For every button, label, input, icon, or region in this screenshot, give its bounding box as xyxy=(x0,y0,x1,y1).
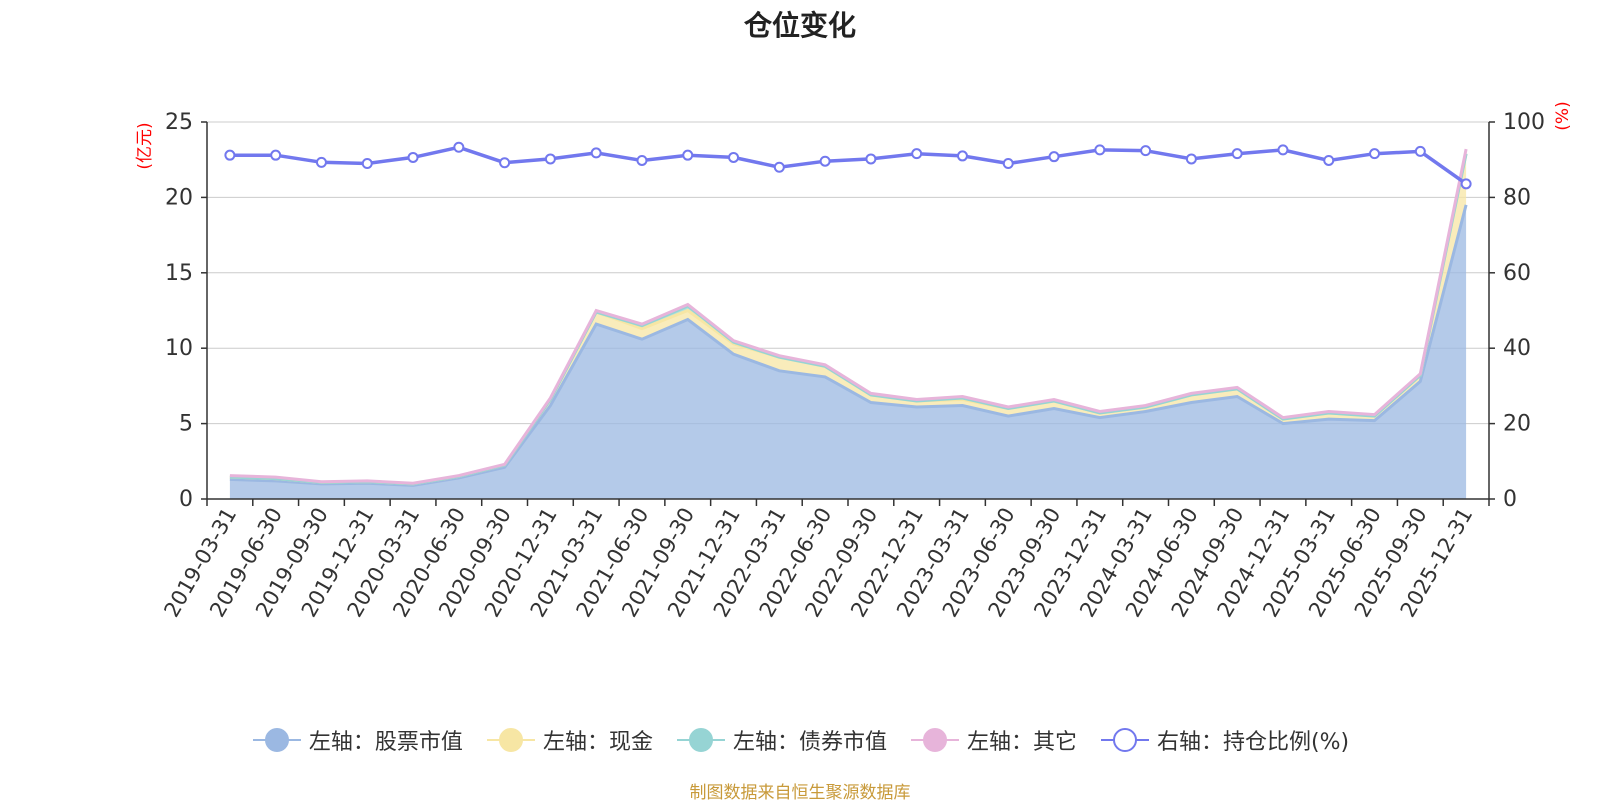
ratio-point xyxy=(1002,157,1014,169)
ratio-point xyxy=(636,154,648,166)
ratio-point xyxy=(590,147,602,159)
ratio-point xyxy=(1323,154,1335,166)
ratio-point xyxy=(1185,153,1197,165)
line-other xyxy=(229,148,1468,485)
left-tick-label: 10 xyxy=(165,336,193,361)
ratio-point xyxy=(728,151,740,163)
chart-plot: 0510152025020406080100(亿元)(%)2019-03-312… xyxy=(135,101,1573,621)
source-note: 制图数据来自恒生聚源数据库 xyxy=(689,783,911,803)
ratio-point xyxy=(224,149,236,161)
legend-item-stock[interactable]: 左轴：股票市值 xyxy=(251,724,463,756)
ratio-point xyxy=(453,141,465,153)
ratio-point xyxy=(1369,148,1381,160)
ratio-point xyxy=(1048,151,1060,163)
right-tick-label: 40 xyxy=(1503,336,1531,361)
ratio-point xyxy=(1094,144,1106,156)
chart-title: 仓位变化 xyxy=(743,9,856,42)
legend-item-other[interactable]: 左轴：其它 xyxy=(909,724,1077,756)
legend-symbol-stock xyxy=(252,728,301,752)
ratio-point xyxy=(499,157,511,169)
ratio-point xyxy=(865,153,877,165)
legend-symbol-ratio xyxy=(1100,728,1149,752)
left-tick-label: 25 xyxy=(165,110,193,135)
ratio-point xyxy=(315,156,327,168)
legend-symbol-bond xyxy=(676,728,725,752)
legend-symbol-cash xyxy=(486,728,535,752)
left-tick-label: 15 xyxy=(165,261,193,286)
left-tick-label: 0 xyxy=(179,487,193,512)
legend-label: 左轴：股票市值 xyxy=(308,730,463,755)
left-axis-unit: (亿元) xyxy=(135,122,155,169)
right-tick-label: 0 xyxy=(1503,487,1517,512)
legend-item-bond[interactable]: 左轴：债券市值 xyxy=(675,724,887,756)
ratio-point xyxy=(956,150,968,162)
ratio-point xyxy=(1277,144,1289,156)
legend-label: 左轴：其它 xyxy=(966,730,1077,755)
legend-label: 左轴：债券市值 xyxy=(732,730,887,755)
right-axis-unit: (%) xyxy=(1553,101,1573,130)
left-tick-label: 20 xyxy=(165,185,193,210)
ratio-point xyxy=(1140,145,1152,157)
ratio-point xyxy=(1460,178,1472,190)
ratio-point xyxy=(1414,145,1426,157)
left-tick-label: 5 xyxy=(179,412,193,437)
ratio-point xyxy=(819,155,831,167)
legend-item-cash[interactable]: 左轴：现金 xyxy=(485,724,653,756)
legend: 左轴：股票市值 左轴：现金 左轴：债券市值 左轴：其它 右轴：持仓比例(%) xyxy=(0,720,1600,760)
right-tick-label: 60 xyxy=(1503,261,1531,286)
area-stock xyxy=(229,204,1467,499)
legend-item-ratio[interactable]: 右轴：持仓比例(%) xyxy=(1099,724,1349,756)
ratio-point xyxy=(911,148,923,160)
legend-label: 右轴：持仓比例(%) xyxy=(1156,730,1350,755)
legend-symbol-other xyxy=(910,728,959,752)
ratio-point xyxy=(1231,148,1243,160)
line-ratio xyxy=(229,145,1468,186)
ratio-point xyxy=(773,161,785,173)
legend-label: 左轴：现金 xyxy=(542,730,653,755)
ratio-point xyxy=(682,149,694,161)
ratio-point xyxy=(361,157,373,169)
ratio-point xyxy=(407,151,419,163)
ratio-point xyxy=(544,153,556,165)
ratio-point xyxy=(270,149,282,161)
right-tick-label: 100 xyxy=(1503,110,1545,135)
right-tick-label: 80 xyxy=(1503,185,1531,210)
right-tick-label: 20 xyxy=(1503,412,1531,437)
